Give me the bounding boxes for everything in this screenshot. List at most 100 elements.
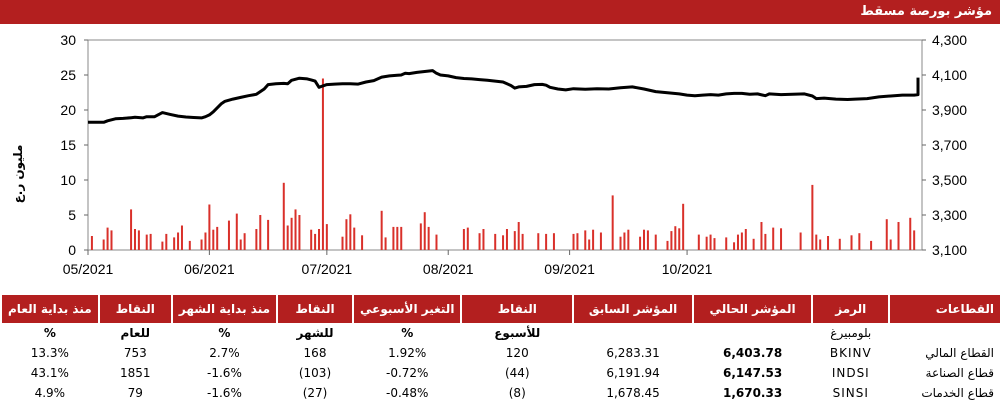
cell-week-points: (44) (504, 366, 530, 380)
volume-bar (200, 239, 203, 250)
volume-bar (325, 224, 328, 250)
y-tick-label-left: 15 (60, 137, 76, 153)
cell-current: 6,403.78 (722, 346, 783, 360)
volume-bar (799, 232, 802, 250)
cell-previous: 6,191.94 (606, 366, 660, 380)
cell-previous: 1,678.45 (606, 386, 660, 400)
volume-bar (419, 223, 422, 250)
volume-bar (627, 229, 630, 250)
cell-sector: قطاع الخدمات (921, 386, 994, 400)
volume-bar (384, 237, 387, 250)
chart-title: مؤشر بورصة مسقط (860, 4, 992, 19)
volume-bar (646, 230, 649, 250)
volume-bar (400, 226, 403, 250)
cell-month-change: -1.6% (207, 366, 242, 380)
header-previous-index: المؤشر السابق (572, 295, 694, 323)
volume-bar (838, 238, 841, 250)
cell-year-points: 79 (127, 386, 143, 400)
header-week-change: التغير الأسبوعي (351, 295, 462, 323)
volume-bar (752, 238, 755, 250)
cell-symbol: SINSI (832, 386, 869, 400)
subheader-month-points: للشهر (296, 326, 334, 340)
volume-bar (666, 240, 669, 250)
cell-year-change: 4.9% (34, 386, 66, 400)
header-current-index: المؤشر الحالي (692, 295, 813, 323)
plot-frame (87, 39, 923, 251)
volume-bar (318, 229, 321, 250)
volume-bar (290, 217, 293, 250)
volume-bar (177, 232, 180, 250)
x-tick-label: 10/2021 (662, 261, 713, 277)
volume-bar (294, 209, 297, 250)
volume-bar (545, 233, 548, 250)
header-year-points: النقاط (97, 295, 172, 323)
volume-bar (827, 236, 830, 250)
volume-bar (314, 233, 317, 250)
volume-bar (537, 233, 540, 250)
y-tick-label-left: 20 (60, 102, 76, 118)
volume-bar (709, 234, 712, 250)
volume-bar (137, 230, 140, 250)
sector-table: القطاعات الرمز المؤشر الحالي المؤشر السا… (0, 295, 1000, 403)
volume-bar (678, 228, 681, 250)
cell-current: 6,147.53 (722, 366, 783, 380)
volume-bar (482, 229, 485, 250)
y-tick-label-right: 3,300 (932, 207, 967, 223)
volume-bar (764, 233, 767, 250)
volume-bar (423, 212, 426, 250)
cell-year-change: 13.3% (30, 346, 69, 360)
volume-bar (396, 226, 399, 250)
y-tick-label-left: 0 (68, 242, 76, 258)
volume-bar (212, 229, 215, 250)
chart-canvas: 0 5 10 15 20 25 30 3,100 3,300 3,500 3,700 3,900 4,1… (60, 32, 967, 277)
volume-bar (165, 233, 168, 250)
volume-bar (243, 233, 246, 250)
volume-bar (736, 234, 739, 250)
cell-week-change: -0.72% (385, 366, 429, 380)
table-header-row: القطاعات الرمز المؤشر الحالي المؤشر السا… (0, 295, 1000, 323)
volume-bar (204, 232, 207, 250)
cell-month-points: 168 (303, 346, 327, 360)
cell-sector: قطاع الصناعة (925, 366, 994, 380)
cell-year-points: 1851 (120, 366, 151, 380)
volume-bar (850, 235, 853, 250)
cell-week-change: -0.48% (385, 386, 429, 400)
index-chart: 0 5 10 15 20 25 30 3,100 3,300 3,500 3,700 3,900 4,1… (0, 24, 1000, 284)
volume-bar (913, 230, 916, 250)
volume-bar (811, 184, 814, 250)
subheader-sector (889, 323, 1000, 343)
volume-bar (90, 236, 93, 250)
volume-bar (188, 240, 191, 250)
header-month-points: النقاط (276, 295, 353, 323)
volume-bar (733, 242, 736, 250)
volume-bar (478, 233, 481, 250)
volume-bar (897, 222, 900, 250)
volume-bar (145, 234, 148, 250)
volume-bar (392, 226, 395, 250)
y-tick-label-right: 3,100 (932, 242, 967, 258)
volume-bar (494, 233, 497, 250)
volume-bar (282, 182, 285, 250)
x-tick-label: 09/2021 (544, 261, 595, 277)
volume-bar (345, 219, 348, 250)
volume-bar (239, 239, 242, 250)
volume-bar (619, 236, 622, 250)
volume-bar (353, 227, 356, 250)
volume-bar (643, 229, 645, 250)
volume-bar (255, 229, 258, 250)
table-row: القطاع المالي BKINV 6,403.78 6,283.31 12… (1, 343, 1000, 363)
volume-bar (885, 219, 888, 250)
table-subheader-row: بلومبيرغ للأسبوع % للشهر % للعام % (1, 323, 1000, 343)
cell-month-change: 2.7% (209, 346, 240, 360)
y-tick-label-right: 4,100 (932, 67, 967, 83)
cell-month-points: (103) (298, 366, 332, 380)
y-tick-label-right: 4,300 (932, 32, 967, 48)
volume-bar (361, 235, 364, 250)
y-tick-label-right: 3,700 (932, 137, 967, 153)
volume-bar (611, 195, 614, 250)
volume-bar (513, 231, 516, 250)
subheader-week-points: للأسبوع (494, 326, 541, 340)
subheader-previous (573, 323, 693, 343)
volume-bar (858, 233, 861, 250)
volume-bar (599, 232, 602, 250)
